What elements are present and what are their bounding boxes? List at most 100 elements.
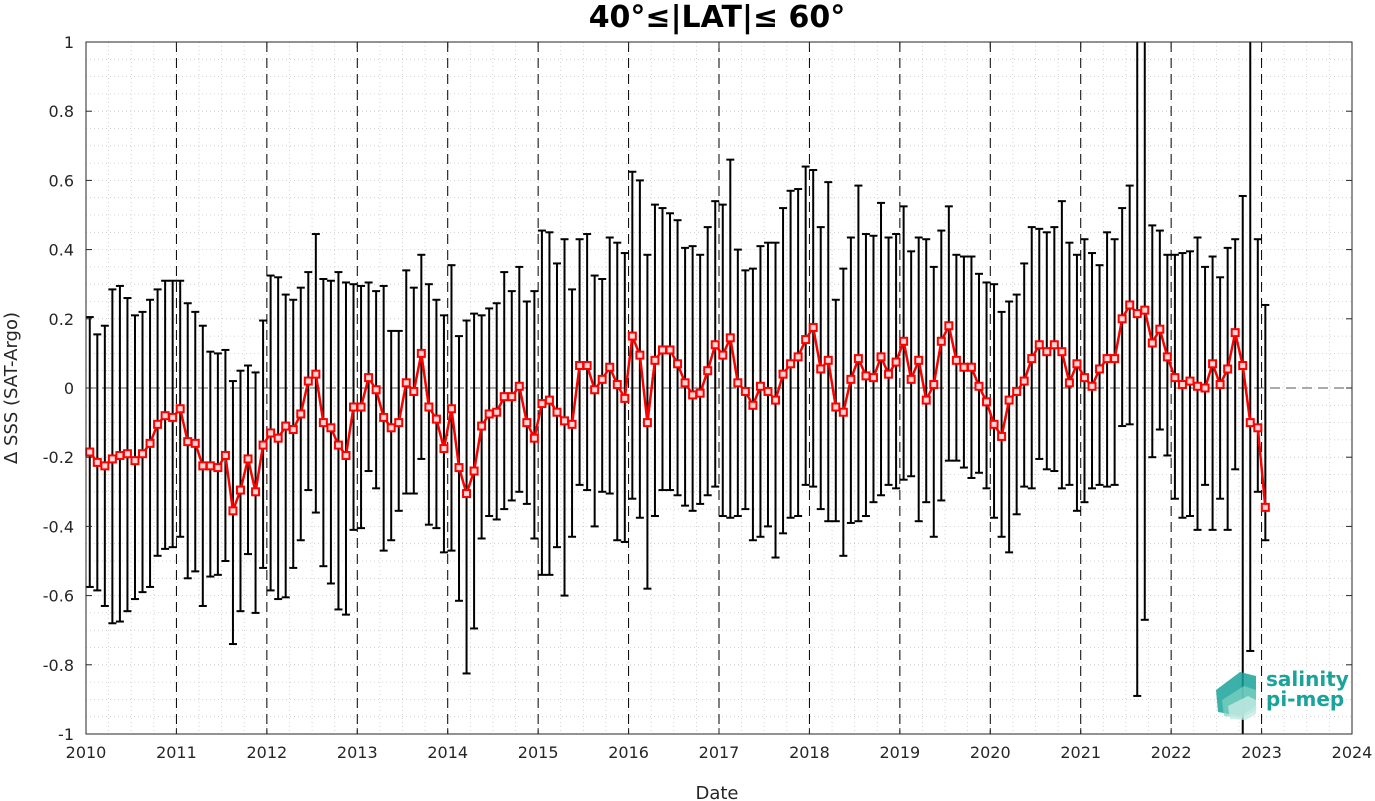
data-point	[424, 402, 434, 412]
data-point	[861, 371, 871, 381]
data-point	[379, 412, 389, 422]
data-point	[394, 418, 404, 428]
data-point	[1034, 340, 1044, 350]
chart-title: 40°≤|LAT|≤ 60°	[589, 0, 846, 35]
data-point	[808, 322, 818, 332]
data-point	[906, 374, 916, 384]
data-point	[333, 440, 343, 450]
data-point	[522, 418, 532, 428]
data-point	[831, 402, 841, 412]
data-point	[326, 423, 336, 433]
data-point	[1170, 373, 1180, 383]
data-point	[1019, 376, 1029, 386]
y-tick-label: -0.2	[43, 448, 74, 467]
x-tick-label: 2014	[427, 743, 468, 762]
data-point	[1155, 324, 1165, 334]
data-point	[499, 392, 509, 402]
x-tick-label: 2012	[246, 743, 287, 762]
data-point	[514, 381, 524, 391]
data-point	[982, 397, 992, 407]
data-point	[680, 378, 690, 388]
data-point	[311, 369, 321, 379]
data-point	[386, 423, 396, 433]
data-point	[364, 373, 374, 383]
data-point	[974, 381, 984, 391]
data-point	[1072, 359, 1082, 369]
y-tick-label: 0.2	[49, 310, 74, 329]
data-point	[122, 449, 132, 459]
data-point	[115, 450, 125, 460]
data-point	[740, 386, 750, 396]
data-point	[160, 411, 170, 421]
x-axis-ticks: 2010 2011 2012 2013 2014 2015 2016 2017 2018 2019…	[66, 42, 1373, 762]
data-point	[695, 388, 705, 398]
data-point	[92, 457, 102, 467]
data-point	[929, 380, 939, 390]
data-point	[778, 369, 788, 379]
data-point	[966, 362, 976, 372]
data-point	[1253, 423, 1263, 433]
data-point	[997, 431, 1007, 441]
data-point	[205, 461, 215, 471]
data-point	[1185, 376, 1195, 386]
data-point	[936, 336, 946, 346]
y-tick-label: 0.6	[49, 171, 74, 190]
data-point	[673, 359, 683, 369]
data-point	[477, 421, 487, 431]
data-point	[899, 336, 909, 346]
data-point	[665, 345, 675, 355]
data-point	[733, 378, 743, 388]
data-point	[446, 404, 456, 414]
data-point	[627, 331, 637, 341]
data-point	[251, 487, 261, 497]
data-point	[891, 357, 901, 367]
data-point	[213, 463, 223, 473]
data-point	[100, 461, 110, 471]
logo-line-2: pi-mep	[1266, 687, 1344, 711]
data-point	[168, 412, 178, 422]
logo-line-1: salinity	[1266, 667, 1349, 691]
y-tick-label: 1	[64, 33, 74, 52]
y-tick-label: -0.8	[43, 656, 74, 675]
data-point	[281, 421, 291, 431]
data-point	[401, 378, 411, 388]
data-point	[1049, 340, 1059, 350]
data-point	[725, 333, 735, 343]
data-point	[710, 340, 720, 350]
data-point	[944, 321, 954, 331]
data-point	[1230, 328, 1240, 338]
data-point	[1238, 361, 1248, 371]
data-point	[243, 454, 253, 464]
data-point	[1125, 300, 1135, 310]
data-point	[921, 395, 931, 405]
data-point	[469, 466, 479, 476]
data-point	[462, 489, 472, 499]
data-point	[560, 416, 570, 426]
data-point	[823, 355, 833, 365]
data-point	[130, 456, 140, 466]
data-point	[1027, 354, 1037, 364]
data-point	[552, 407, 562, 417]
data-point	[1215, 380, 1225, 390]
data-point	[1260, 502, 1270, 512]
data-point	[763, 386, 773, 396]
data-point	[175, 404, 185, 414]
data-point	[1245, 418, 1255, 428]
data-point	[409, 386, 419, 396]
y-tick-label: 0	[64, 379, 74, 398]
data-point	[288, 425, 298, 435]
data-point	[235, 485, 245, 495]
data-point	[612, 380, 622, 390]
x-tick-label: 2017	[699, 743, 740, 762]
data-point	[371, 385, 381, 395]
y-tick-label: -0.4	[43, 517, 74, 536]
data-point	[1087, 381, 1097, 391]
data-point	[688, 390, 698, 400]
x-tick-label: 2010	[66, 743, 107, 762]
x-tick-label: 2020	[970, 743, 1011, 762]
data-point	[786, 359, 796, 369]
x-tick-label: 2024	[1332, 743, 1373, 762]
data-point	[846, 374, 856, 384]
